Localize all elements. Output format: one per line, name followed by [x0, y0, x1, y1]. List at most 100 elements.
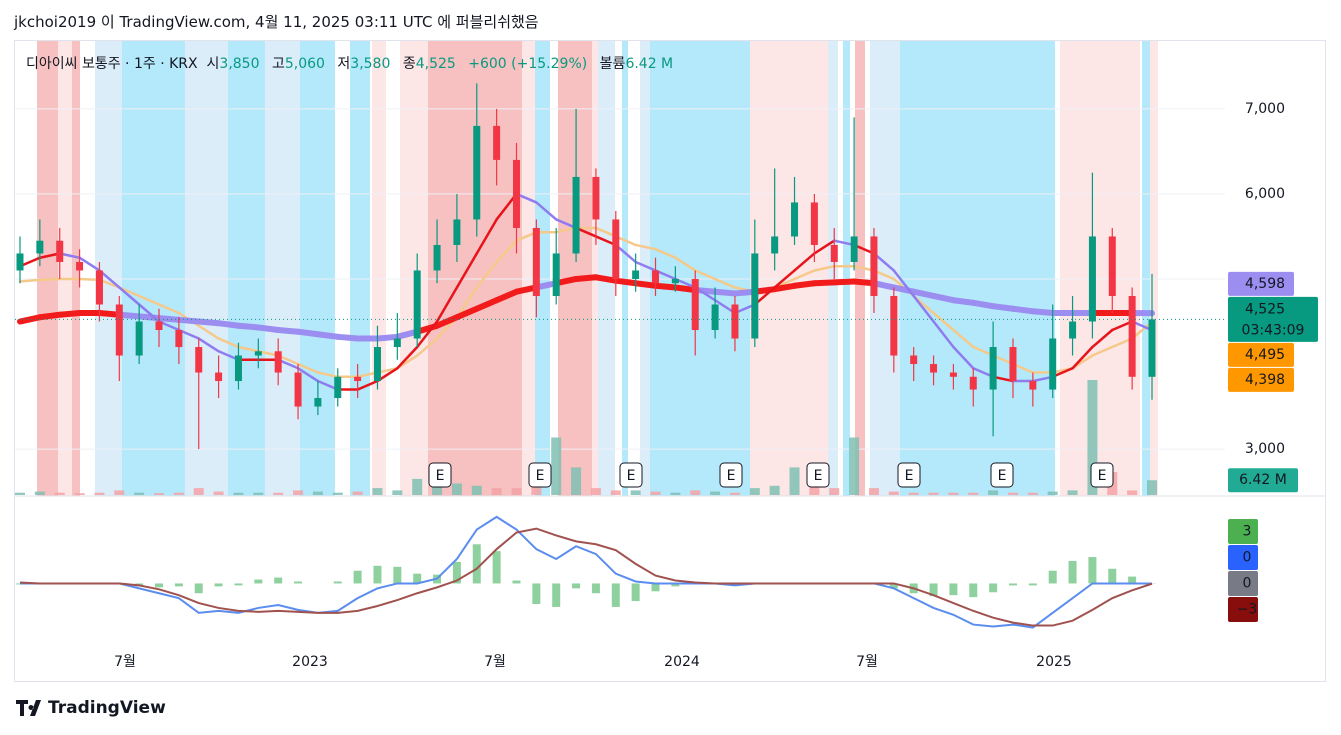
volume-bar [491, 488, 502, 495]
event-box [806, 462, 830, 488]
volume-bar [1087, 380, 1098, 495]
volume-bar [193, 488, 204, 495]
volume-bar [372, 488, 383, 495]
volume-bar [1147, 480, 1157, 495]
regime-band [558, 41, 592, 496]
x-tick-label: 7월 [856, 654, 878, 670]
regime-band [750, 41, 828, 496]
candle-body [1128, 295, 1136, 377]
moving-average [674, 256, 697, 272]
regime-band [650, 41, 750, 496]
moving-average [237, 345, 260, 353]
volume-tag [1228, 468, 1298, 493]
moving-average [632, 280, 659, 289]
candle-body [354, 376, 362, 382]
macd-histogram [373, 565, 382, 584]
candle-body [234, 355, 242, 382]
moving-average [652, 282, 679, 291]
moving-average [316, 371, 340, 379]
price-tag [1228, 570, 1258, 596]
candle-body [1088, 236, 1096, 322]
regime-band [350, 41, 370, 496]
moving-average [296, 367, 320, 383]
moving-average [435, 286, 459, 323]
macd-histogram [631, 583, 640, 602]
label: 저 [337, 56, 351, 72]
moving-average [18, 278, 42, 283]
macd-line [20, 515, 1152, 629]
moving-average [990, 303, 1016, 312]
x-tick-label: 7월 [484, 654, 506, 670]
macd-histogram [1128, 576, 1137, 584]
candle-body [552, 253, 560, 296]
moving-average [634, 260, 657, 272]
macd-histogram [452, 561, 461, 584]
candle-body [890, 295, 898, 356]
volume-bar [630, 490, 641, 495]
candle-body [791, 202, 799, 237]
volume-bar [114, 490, 125, 495]
price-tag [1228, 342, 1294, 367]
moving-average [712, 288, 738, 297]
price-tag-time: 03:43:09 [1242, 322, 1305, 338]
macd-histogram [174, 583, 183, 587]
price-tag [1228, 296, 1318, 342]
volume-bar [789, 467, 800, 495]
moving-average [118, 286, 141, 306]
volume-bar [571, 467, 582, 495]
candle-body [850, 236, 858, 262]
candle-body [930, 364, 938, 373]
candle-body [572, 176, 580, 254]
x-tick-label: 2024 [664, 654, 700, 670]
regime-band [428, 41, 522, 496]
value: 3,850 [219, 56, 260, 72]
volume-bar [1067, 490, 1078, 495]
moving-average [793, 252, 816, 272]
moving-average [932, 320, 955, 349]
candle-body [175, 330, 183, 348]
candle-body [1148, 319, 1156, 377]
volume-bar [769, 485, 780, 495]
macd-histogram [1028, 583, 1037, 586]
moving-average [693, 269, 717, 281]
moving-average [952, 328, 975, 349]
macd-histogram [393, 566, 402, 584]
volume-bar [749, 488, 760, 495]
candle-body [115, 304, 123, 356]
symbol: 디아이씨 보통주 · 1주 · KRX [26, 56, 198, 72]
candle-body [135, 321, 143, 356]
event-box [990, 462, 1014, 488]
volume-bar [968, 492, 979, 495]
moving-average [17, 314, 43, 325]
macd-histogram [512, 580, 521, 584]
macd-histogram [234, 583, 243, 586]
value: 3,580 [350, 56, 391, 72]
event-label: E [1098, 468, 1107, 484]
moving-average [137, 294, 161, 306]
regime-band [900, 41, 1055, 496]
moving-average [793, 269, 816, 281]
volume-bar [332, 492, 343, 495]
moving-average [791, 280, 818, 289]
moving-average [415, 320, 439, 349]
regime-band [592, 41, 598, 496]
moving-average [314, 331, 341, 340]
moving-average [38, 277, 61, 282]
moving-average [1009, 305, 1036, 315]
macd-histogram [671, 583, 680, 587]
candle-body [691, 278, 699, 331]
price-tag-label: 3 [1243, 523, 1252, 539]
price-tag [1228, 596, 1258, 622]
volume-bar [154, 493, 165, 495]
publish-line: jkchoi2019 이 TradingView.com, 4월 11, 202… [14, 13, 539, 31]
candle-body [830, 244, 838, 262]
price-tag [1228, 544, 1258, 570]
macd-histogram [1068, 560, 1077, 584]
candle-body [711, 304, 719, 331]
volume-tag-label: 6.42 M [1239, 472, 1287, 488]
regime-band [58, 41, 72, 496]
candle-body [810, 202, 818, 245]
volume-bar [690, 490, 701, 495]
candle-body [632, 270, 640, 279]
volume-bar [849, 437, 860, 495]
